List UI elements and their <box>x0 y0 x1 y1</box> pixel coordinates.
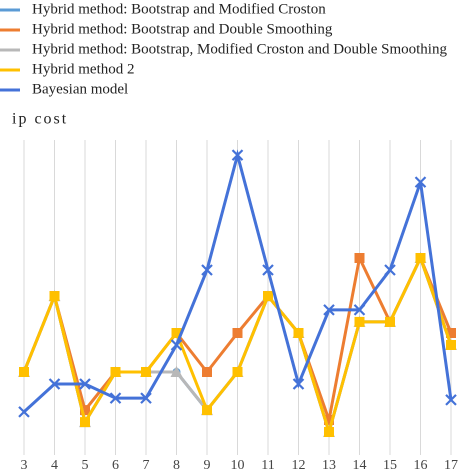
marker <box>110 367 121 377</box>
marker <box>354 253 365 263</box>
marker <box>202 367 212 377</box>
marker <box>324 415 334 425</box>
x-tick-label: 4 <box>51 458 58 473</box>
marker <box>445 394 457 406</box>
x-tick-label: 14 <box>353 458 367 473</box>
marker <box>231 149 244 161</box>
x-tick-label: 3 <box>21 458 28 473</box>
marker <box>80 405 90 416</box>
marker <box>49 291 60 302</box>
marker <box>201 264 213 276</box>
legend-label: Hybrid method 2 <box>32 61 135 77</box>
marker <box>414 176 427 188</box>
marker <box>232 328 243 338</box>
marker <box>415 253 426 263</box>
marker <box>323 304 335 316</box>
chart-title: ip cost <box>12 111 68 128</box>
marker <box>140 392 152 404</box>
marker <box>109 392 122 404</box>
marker <box>171 328 182 338</box>
marker <box>141 367 151 377</box>
marker <box>353 304 366 316</box>
marker <box>48 378 61 390</box>
marker <box>262 264 274 276</box>
marker <box>19 367 29 377</box>
marker <box>446 340 456 350</box>
legend-label: Hybrid method: Bootstrap, Modified Crost… <box>32 41 447 57</box>
x-tick-label: 5 <box>82 458 89 473</box>
marker <box>446 328 456 338</box>
x-tick-label: 13 <box>322 458 336 473</box>
x-tick-label: 16 <box>414 458 428 473</box>
x-tick-label: 17 <box>444 458 458 473</box>
x-tick-label: 11 <box>261 458 274 473</box>
x-tick-label: 6 <box>112 458 119 473</box>
marker <box>384 264 396 276</box>
marker <box>202 405 212 416</box>
marker <box>170 339 183 351</box>
marker <box>232 367 243 377</box>
x-tick-label: 7 <box>143 458 150 473</box>
marker <box>292 378 305 390</box>
marker <box>170 366 183 377</box>
x-tick-label: 12 <box>292 458 306 473</box>
x-tick-label: 9 <box>204 458 211 473</box>
marker <box>385 316 395 327</box>
marker <box>79 378 91 390</box>
marker <box>80 417 90 428</box>
x-tick-label: 8 <box>173 458 180 473</box>
marker <box>354 316 365 327</box>
marker <box>324 427 334 437</box>
marker <box>263 291 273 302</box>
marker <box>293 328 304 338</box>
x-tick-label: 15 <box>383 458 397 473</box>
legend-label: Bayesian model <box>32 81 128 97</box>
legend-label: Hybrid method: Bootstrap and Double Smoo… <box>32 21 333 37</box>
marker <box>18 406 30 418</box>
legend-label: Hybrid method: Bootstrap and Modified Cr… <box>32 1 326 17</box>
x-tick-label: 10 <box>231 458 245 473</box>
